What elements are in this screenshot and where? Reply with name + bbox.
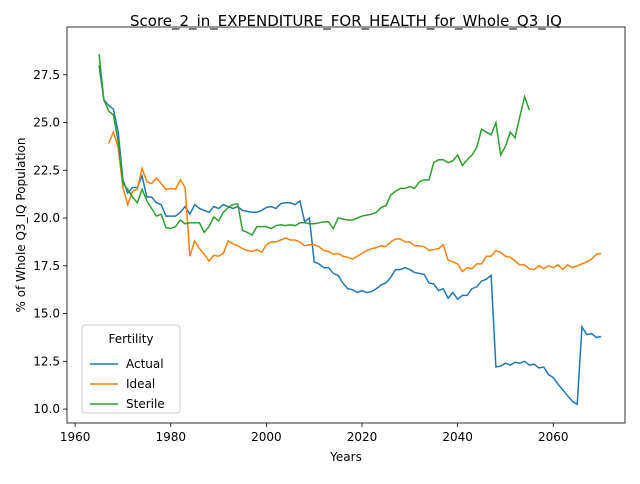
legend-title: Fertility [108, 332, 153, 346]
line-series [98, 65, 602, 406]
y-tick-label: 22.5 [33, 163, 60, 177]
chart-title: Score_2_in_EXPENDITURE_FOR_HEALTH_for_Wh… [130, 12, 562, 31]
plot-frame [66, 26, 626, 424]
y-tick-label: 10.0 [33, 402, 60, 416]
y-tick-label: 15.0 [33, 307, 60, 321]
line-series [107, 129, 602, 273]
y-tick-label: 25.0 [33, 116, 60, 130]
y-axis-label: % of Whole Q3_IQ Population [14, 138, 28, 313]
x-tick-label: 1960 [60, 430, 91, 444]
x-tick-label: 2000 [251, 430, 282, 444]
legend-label: Actual [126, 357, 164, 371]
y-tick-label: 20.0 [33, 211, 60, 225]
legend: Fertility Actual Ideal Sterile [81, 324, 181, 414]
legend-label: Sterile [126, 397, 165, 411]
legend-box [81, 324, 181, 414]
x-axis-label: Years [329, 450, 362, 464]
legend-label: Ideal [126, 377, 155, 391]
y-tick-label: 12.5 [33, 354, 60, 368]
x-tick-label: 2040 [442, 430, 473, 444]
x-tick-label: 2060 [538, 430, 569, 444]
line-series [98, 53, 531, 237]
y-tick-label: 17.5 [33, 259, 60, 273]
y-tick-label: 27.5 [33, 68, 60, 82]
x-tick-label: 2020 [347, 430, 378, 444]
x-tick-label: 1980 [155, 430, 186, 444]
